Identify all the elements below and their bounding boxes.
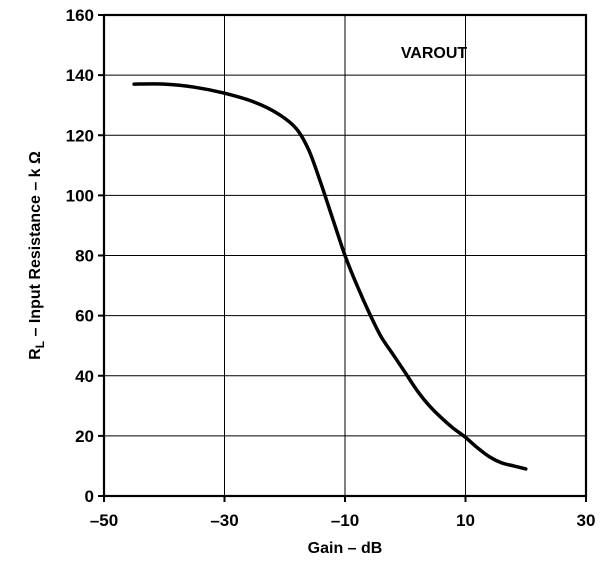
y-tick-label: 80 <box>75 247 94 266</box>
y-tick-label: 20 <box>75 427 94 446</box>
x-tick-label: –30 <box>210 511 238 530</box>
y-axis-title: RL – Input Resistance – k Ω <box>27 151 47 360</box>
x-tick-label: –50 <box>90 511 118 530</box>
y-tick-label: 100 <box>66 186 94 205</box>
y-tick-label: 160 <box>66 6 94 25</box>
x-tick-label: 10 <box>456 511 475 530</box>
x-axis-ticks: –50 –30 –10 10 30 <box>90 496 596 530</box>
x-axis-title: Gain – dB <box>308 540 383 557</box>
series-layer <box>132 82 528 471</box>
y-axis-title-prefix: R <box>27 348 44 360</box>
y-tick-label: 140 <box>66 66 94 85</box>
x-tick-label: 30 <box>577 511 596 530</box>
y-tick-label: 120 <box>66 126 94 145</box>
y-axis-ticks: 0 20 40 60 80 100 120 140 160 <box>66 6 104 506</box>
grid-lines <box>104 15 586 496</box>
y-tick-label: 60 <box>75 307 94 326</box>
y-tick-label: 0 <box>85 487 94 506</box>
y-axis-title-subscript: L <box>33 341 47 348</box>
series-line <box>132 82 528 471</box>
y-tick-label: 40 <box>75 367 94 386</box>
y-axis-title-suffix: – Input Resistance – k Ω <box>27 151 44 341</box>
annotation-varout: VAROUT <box>401 45 468 62</box>
x-tick-label: –10 <box>331 511 359 530</box>
